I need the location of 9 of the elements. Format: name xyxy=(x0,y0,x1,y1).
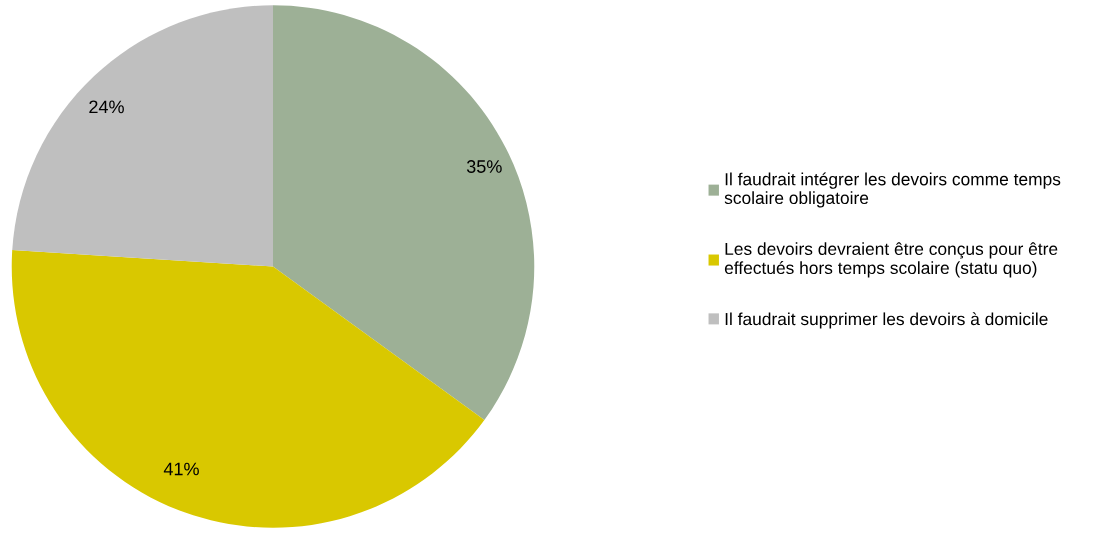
data-label: 41% xyxy=(163,462,199,476)
pie-slice xyxy=(11,250,485,528)
data-label: 35% xyxy=(466,160,502,173)
pie-slice xyxy=(12,5,273,267)
pie-slice xyxy=(273,5,535,421)
data-label: 24% xyxy=(89,100,124,114)
legend-label: Il faudrait intégrer les devoirs comme temps scolaire obligatoire xyxy=(724,172,1061,208)
legend-label: Il faudrait supprimer les devoirs à domicile xyxy=(725,312,1048,329)
legend-label: Les devoirs devraient être conçus pour être effectués hors temps scolaire (statu quo) xyxy=(724,242,1058,278)
